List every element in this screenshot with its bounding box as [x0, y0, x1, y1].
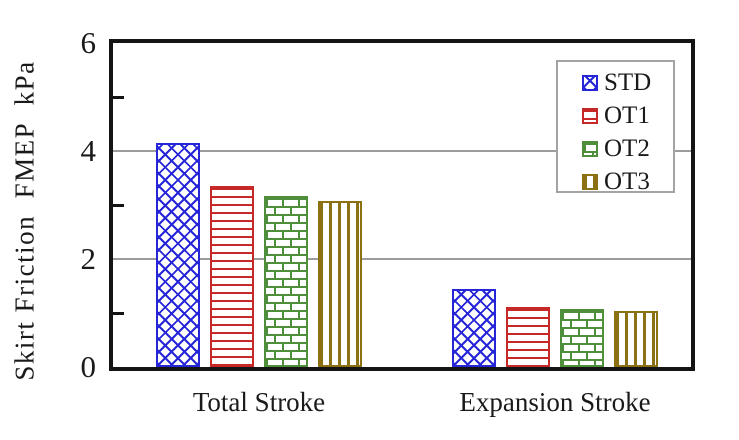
minor-tick-y-3	[113, 204, 124, 207]
bars-layer	[113, 43, 691, 367]
legend-label-ot2: OT2	[604, 135, 650, 162]
y-tick-label-2: 2	[80, 241, 97, 276]
legend-label-ot1: OT1	[604, 102, 650, 129]
minor-tick-y-5	[113, 96, 124, 99]
gridline-layer	[113, 43, 691, 367]
bar-ot3-expansion-stroke	[614, 311, 658, 367]
legend-item-ot2: OT2	[582, 132, 673, 165]
bar-ot1-total-stroke	[210, 185, 254, 367]
legend-label-std: STD	[604, 69, 652, 96]
legend: STD OT1 OT2 OT3	[556, 60, 675, 194]
bar-ot1-expansion-stroke	[506, 306, 550, 367]
legend-item-ot1: OT1	[582, 99, 673, 132]
y-tick-label-4: 4	[80, 133, 97, 168]
bar-ot2-total-stroke	[264, 196, 308, 367]
category-label-total-stroke: Total Stroke	[192, 387, 326, 417]
gridline-y-4	[113, 150, 691, 152]
legend-swatch-ot3-pattern-icon	[582, 173, 598, 190]
legend-label-ot3: OT3	[604, 168, 650, 195]
legend-swatch-ot1-pattern-icon	[582, 107, 598, 124]
gridline-y-2	[113, 258, 691, 260]
y-tick-label-0: 0	[80, 349, 97, 384]
legend-swatch-std-pattern-icon	[582, 74, 598, 91]
legend-swatch-ot2-pattern-icon	[582, 140, 598, 157]
bar-std-expansion-stroke	[452, 288, 496, 367]
legend-item-std: STD	[582, 66, 673, 99]
y-tick-label-6: 6	[80, 25, 97, 60]
minor-tick-y-1	[113, 312, 124, 315]
y-axis-title-text: Skirt Friction FMEP kPa	[9, 59, 40, 381]
category-label-expansion-stroke: Expansion Stroke	[459, 387, 651, 417]
bar-std-total-stroke	[156, 142, 200, 367]
bar-ot2-expansion-stroke	[560, 309, 604, 367]
bar-ot3-total-stroke	[318, 200, 362, 367]
legend-item-ot3: OT3	[582, 165, 673, 198]
